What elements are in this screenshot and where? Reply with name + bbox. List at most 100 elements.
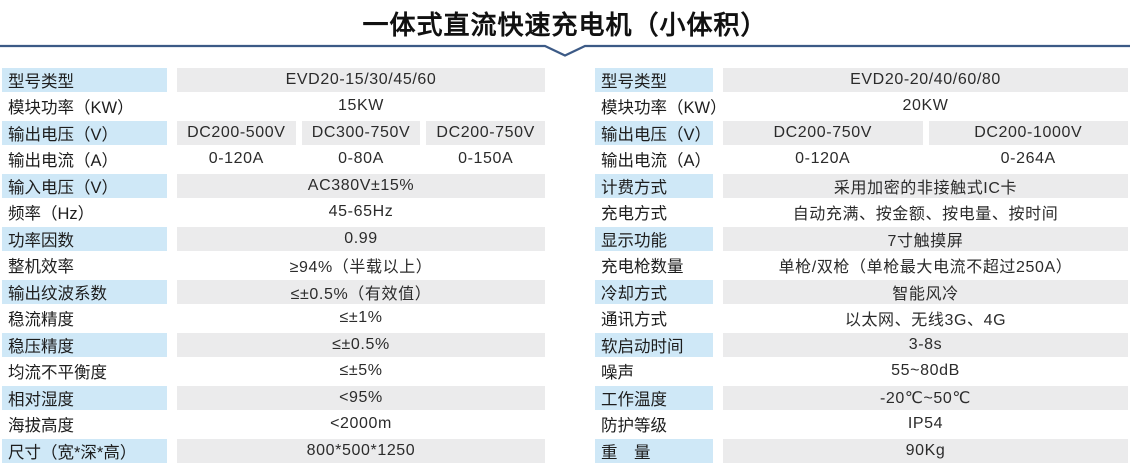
spec-row: 输入电压（V） AC380V±15% [2, 174, 545, 198]
spec-values: <95% [177, 386, 545, 410]
spec-label: 均流不平衡度 [8, 364, 107, 383]
spec-value: <2000m [330, 415, 392, 433]
spec-label: 输出电流（A） [8, 152, 119, 171]
spec-value: ≤±0.5% [177, 333, 545, 357]
spec-label: 稳流精度 [8, 311, 74, 330]
spec-value: DC300-750V [301, 121, 421, 145]
spec-table-left: 型号类型 EVD20-15/30/45/60 模块功率（KW） 15KW 输出电压（V）… [2, 68, 546, 463]
spec-value: DC200-1000V [928, 121, 1128, 145]
spec-row: 输出纹波系数 ≤±0.5%（有效值） [2, 280, 545, 304]
spec-tables: 型号类型 EVD20-15/30/45/60 模块功率（KW） 15KW 输出电压（V）… [0, 68, 1130, 466]
spec-value: AC380V±15% [177, 174, 545, 198]
spec-value: ≤±0.5%（有效值） [177, 280, 545, 304]
spec-values: DC200-750V DC200-1000V [723, 121, 1128, 145]
spec-value: 20KW [902, 97, 949, 115]
spec-value: 0.99 [177, 227, 545, 251]
spec-value: 55~80dB [891, 362, 960, 380]
spec-row: 模块功率（KW） 15KW [2, 95, 545, 119]
spec-row: 均流不平衡度 ≤±5% [2, 360, 545, 384]
spec-values: ≤±0.5%（有效值） [177, 280, 545, 304]
spec-value: 0-80A [338, 150, 384, 168]
spec-row: 稳压精度 ≤±0.5% [2, 333, 545, 357]
spec-values: 800*500*1250 [177, 439, 545, 463]
spec-label: 软启动时间 [595, 333, 713, 357]
spec-values: 0.99 [177, 227, 545, 251]
spec-label: 显示功能 [595, 227, 713, 251]
spec-row: 整机效率 ≥94%（半载以上） [2, 254, 545, 278]
spec-label: 冷却方式 [595, 280, 713, 304]
spec-row: 充电枪数量 单枪/双枪（单枪最大电流不超过250A） [595, 254, 1128, 278]
spec-values: AC380V±15% [177, 174, 545, 198]
spec-value: DC200-750V [426, 121, 546, 145]
spec-value: ≤±5% [339, 362, 383, 380]
spec-value: 自动充满、按金额、按电量、按时间 [792, 206, 1059, 224]
spec-label: 海拔高度 [8, 417, 74, 436]
spec-value: 0-150A [458, 150, 514, 168]
spec-values: 以太网、无线3G、4G [723, 307, 1128, 331]
spec-label: 输出电流（A） [601, 152, 712, 171]
spec-label: 充电方式 [601, 205, 667, 224]
spec-row: 型号类型 EVD20-20/40/60/80 [595, 68, 1128, 92]
spec-label: 计费方式 [595, 174, 713, 198]
spec-values: DC200-500V DC300-750V DC200-750V [177, 121, 546, 145]
spec-value: EVD20-20/40/60/80 [723, 68, 1128, 92]
spec-values: IP54 [723, 413, 1128, 437]
spec-label: 模块功率（KW） [8, 99, 134, 118]
spec-values: EVD20-15/30/45/60 [177, 68, 545, 92]
spec-values: 3-8s [723, 333, 1128, 357]
spec-row: 重 量 90Kg [595, 439, 1128, 463]
spec-label: 尺寸（宽*深*高） [2, 439, 167, 463]
spec-label: 相对湿度 [2, 386, 167, 410]
spec-values: 0-120A 0-264A [723, 148, 1128, 172]
spec-label: 稳压精度 [2, 333, 167, 357]
spec-values: 45-65Hz [177, 201, 545, 225]
spec-label: 频率（Hz） [8, 205, 95, 224]
spec-value: IP54 [907, 415, 944, 433]
spec-value: 单枪/双枪（单枪最大电流不超过250A） [778, 259, 1073, 277]
spec-values: 7寸触摸屏 [723, 227, 1128, 251]
spec-values: ≤±5% [177, 360, 545, 384]
spec-label: 输入电压（V） [2, 174, 167, 198]
spec-values: 单枪/双枪（单枪最大电流不超过250A） [723, 254, 1128, 278]
spec-value: EVD20-15/30/45/60 [177, 68, 545, 92]
spec-row: 计费方式 采用加密的非接触式IC卡 [595, 174, 1128, 198]
spec-value: 3-8s [723, 333, 1128, 357]
spec-value: 采用加密的非接触式IC卡 [723, 174, 1128, 198]
spec-label: 噪声 [601, 364, 634, 383]
spec-row: 输出电流（A） 0-120A 0-264A [595, 148, 1128, 172]
spec-row: 尺寸（宽*深*高） 800*500*1250 [2, 439, 545, 463]
spec-row: 输出电压（V） DC200-500V DC300-750V DC200-750V [2, 121, 546, 145]
spec-row: 通讯方式 以太网、无线3G、4G [595, 307, 1128, 331]
spec-values: 自动充满、按金额、按电量、按时间 [723, 201, 1128, 225]
spec-row: 稳流精度 ≤±1% [2, 307, 545, 331]
spec-values: ≥94%（半载以上） [177, 254, 545, 278]
spec-values: 90Kg [723, 439, 1128, 463]
spec-row: 防护等级 IP54 [595, 413, 1128, 437]
spec-values: 智能风冷 [723, 280, 1128, 304]
spec-values: 20KW [723, 95, 1128, 119]
spec-value: ≥94%（半载以上） [289, 259, 433, 277]
title-divider-line [0, 44, 1130, 57]
spec-label: 功率因数 [2, 227, 167, 251]
spec-values: 采用加密的非接触式IC卡 [723, 174, 1128, 198]
spec-row: 输出电压（V） DC200-750V DC200-1000V [595, 121, 1128, 145]
spec-value: 7寸触摸屏 [723, 227, 1128, 251]
spec-values: 0-120A 0-80A 0-150A [177, 148, 545, 172]
spec-label: 输出电压（V） [595, 121, 713, 145]
spec-value: DC200-500V [177, 121, 296, 145]
spec-row: 噪声 55~80dB [595, 360, 1128, 384]
spec-row: 模块功率（KW） 20KW [595, 95, 1128, 119]
spec-label: 重 量 [595, 439, 713, 463]
spec-label: 充电枪数量 [601, 258, 684, 277]
spec-values: 15KW [177, 95, 545, 119]
spec-value: -20℃~50℃ [723, 386, 1128, 410]
spec-label: 输出电压（V） [2, 121, 167, 145]
spec-values: EVD20-20/40/60/80 [723, 68, 1128, 92]
spec-row: 型号类型 EVD20-15/30/45/60 [2, 68, 545, 92]
spec-label: 输出纹波系数 [2, 280, 167, 304]
spec-values: ≤±0.5% [177, 333, 545, 357]
spec-value: <95% [177, 386, 545, 410]
spec-label: 模块功率（KW） [601, 99, 727, 118]
spec-value: 智能风冷 [723, 280, 1128, 304]
spec-row: 相对湿度 <95% [2, 386, 545, 410]
